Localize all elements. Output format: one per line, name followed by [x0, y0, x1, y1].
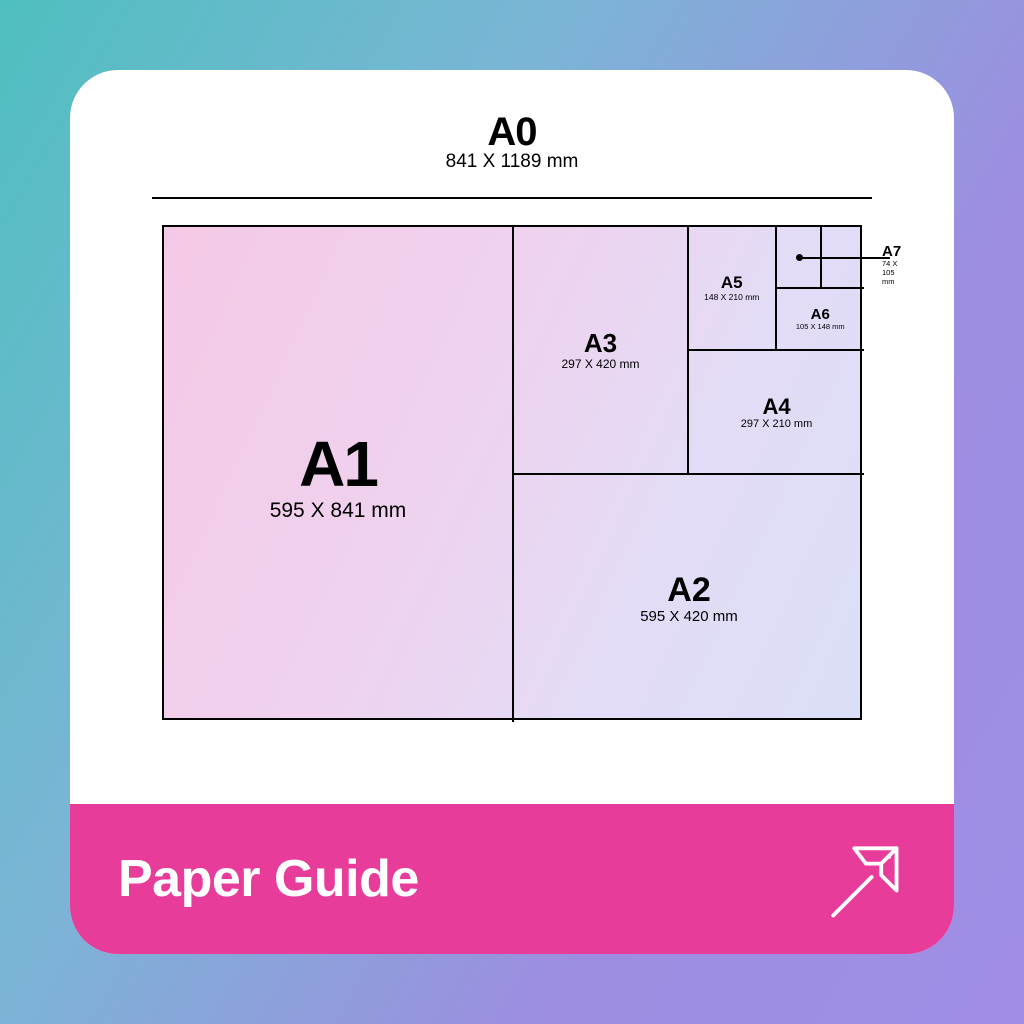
footer-title: Paper Guide: [118, 849, 419, 909]
a7-callout: A7 74 X 105 mm: [882, 243, 901, 286]
arrow-up-right-icon: [814, 831, 910, 927]
a5-label: A5: [721, 273, 743, 293]
header-divider: [152, 197, 872, 199]
box-a2: A2 595 X 420 mm: [514, 475, 864, 723]
a3-dimensions: 297 X 420 mm: [561, 357, 639, 371]
box-a7: [777, 227, 865, 289]
a1-dimensions: 595 X 841 mm: [270, 499, 407, 523]
footer-bar: Paper Guide: [70, 804, 954, 954]
a7-dimensions: 74 X 105 mm: [882, 259, 901, 286]
box-a4: A4 297 X 210 mm: [689, 351, 864, 475]
a6-dimensions: 105 X 148 mm: [796, 322, 845, 331]
a4-dimensions: 297 X 210 mm: [741, 418, 813, 430]
a7-label: A7: [882, 243, 901, 260]
content-area: A0 841 X 1189 mm A1 595 X 841 mm A2 595 …: [70, 70, 954, 804]
a5-dimensions: 148 X 210 mm: [704, 292, 759, 302]
box-a3: A3 297 X 420 mm: [514, 227, 689, 475]
a4-label: A4: [762, 394, 790, 420]
box-a5: A5 148 X 210 mm: [689, 227, 777, 351]
box-a6: A6 105 X 148 mm: [777, 289, 865, 351]
a3-label: A3: [584, 328, 617, 359]
a0-dimensions: 841 X 1189 mm: [446, 151, 579, 173]
a2-label: A2: [667, 571, 710, 610]
diagram-wrap: A1 595 X 841 mm A2 595 X 420 mm A3 297 X…: [162, 225, 862, 720]
box-a1: A1 595 X 841 mm: [164, 227, 514, 722]
a2-dimensions: 595 X 420 mm: [640, 608, 738, 625]
a0-title: A0: [446, 110, 579, 155]
a1-label: A1: [299, 427, 377, 501]
a0-header: A0 841 X 1189 mm: [446, 110, 579, 173]
a7-callout-line: [802, 257, 890, 259]
info-card: A0 841 X 1189 mm A1 595 X 841 mm A2 595 …: [70, 70, 954, 954]
paper-size-diagram: A1 595 X 841 mm A2 595 X 420 mm A3 297 X…: [162, 225, 862, 720]
a6-label: A6: [811, 306, 830, 323]
